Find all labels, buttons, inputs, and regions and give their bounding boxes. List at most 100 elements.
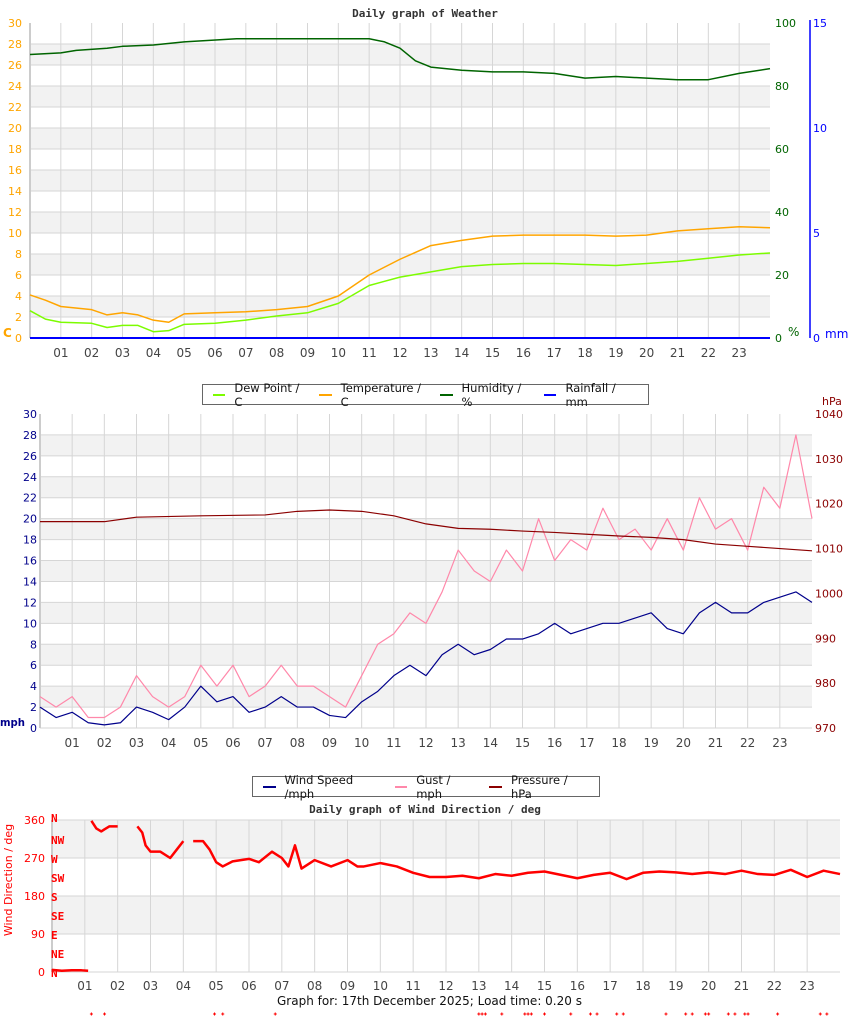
offscale-marker — [825, 1012, 829, 1016]
left-tick-label: 28 — [8, 38, 22, 51]
rainfall-tick-label: 15 — [813, 17, 827, 30]
right-tick-label: 990 — [815, 632, 836, 645]
x-tick-label: 15 — [537, 979, 552, 993]
left-tick-label: 24 — [8, 80, 22, 93]
offscale-marker — [569, 1012, 573, 1016]
x-tick-label: 14 — [454, 346, 469, 360]
dew-point-c-line — [29, 252, 771, 333]
left-tick-label: 16 — [23, 555, 37, 568]
offscale-marker — [733, 1012, 737, 1016]
right-tick-label: 980 — [815, 677, 836, 690]
legend-label: Pressure / hPa — [510, 772, 568, 801]
x-tick-label: 06 — [207, 346, 222, 360]
x-tick-label: 11 — [386, 736, 401, 750]
offscale-marker — [273, 1012, 277, 1016]
x-tick-label: 07 — [238, 346, 253, 360]
y-tick-label: 270 — [24, 852, 45, 865]
x-tick-label: 08 — [290, 736, 305, 750]
x-tick-label: 13 — [423, 346, 438, 360]
x-tick-label: 08 — [269, 346, 284, 360]
right-tick-label: 1020 — [815, 498, 843, 511]
left-tick-label: 6 — [30, 659, 37, 672]
compass-label: SE — [51, 910, 64, 923]
left-tick-label: 12 — [23, 596, 37, 609]
legend-swatch — [394, 785, 408, 788]
legend-humidity: Humidity / % — [440, 381, 532, 409]
right-axis-unit: % — [788, 325, 799, 339]
x-tick-label: 23 — [732, 346, 747, 360]
offscale-marker — [89, 1012, 93, 1016]
legend-dew-point: Dew Point / C — [213, 381, 307, 409]
legend-wind-speed: Wind Speed /mph — [263, 773, 383, 801]
legend-gust: Gust / mph — [394, 772, 478, 801]
left-tick-label: 0 — [30, 722, 37, 735]
x-tick-label: 10 — [373, 979, 388, 993]
compass-label: SW — [51, 872, 65, 885]
x-tick-label: 16 — [547, 736, 562, 750]
legend-swatch — [544, 393, 557, 396]
rainfall-tick-label: 5 — [813, 227, 820, 240]
left-axis-unit: mph — [0, 716, 25, 729]
compass-label: S — [51, 891, 58, 904]
legend-label: Gust / mph — [416, 772, 451, 801]
left-tick-label: 28 — [23, 429, 37, 442]
rainfall-axis-unit: mm — [825, 327, 848, 341]
x-tick-label: 21 — [734, 979, 749, 993]
x-tick-label: 04 — [146, 346, 161, 360]
wind-direction-line — [51, 968, 89, 972]
wind-direction-line — [90, 820, 118, 833]
left-tick-label: 26 — [8, 59, 22, 72]
x-tick-label: 17 — [547, 346, 562, 360]
left-tick-label: 18 — [23, 534, 37, 547]
x-tick-label: 10 — [354, 736, 369, 750]
x-tick-label: 14 — [483, 736, 498, 750]
legend-swatch — [440, 393, 453, 396]
x-tick-label: 05 — [193, 736, 208, 750]
offscale-marker — [529, 1012, 533, 1016]
x-tick-label: 14 — [504, 979, 519, 993]
offscale-marker — [690, 1012, 694, 1016]
left-tick-label: 16 — [8, 164, 22, 177]
left-axis-unit: C — [3, 326, 12, 340]
offscale-marker — [500, 1012, 504, 1016]
offscale-marker — [664, 1012, 668, 1016]
offscale-marker — [483, 1012, 487, 1016]
humidity-line — [29, 38, 771, 81]
x-tick-label: 10 — [331, 346, 346, 360]
y-tick-label: 180 — [24, 890, 45, 903]
right-tick-label: 100 — [775, 17, 796, 30]
left-tick-label: 10 — [23, 617, 37, 630]
x-tick-label: 08 — [307, 979, 322, 993]
x-tick-label: 18 — [577, 346, 592, 360]
y-tick-label: 0 — [38, 966, 45, 979]
offscale-marker — [615, 1012, 619, 1016]
right-tick-label: 970 — [815, 722, 836, 735]
graph-footer: Graph for: 17th December 2025; Load time… — [277, 994, 582, 1008]
left-tick-label: 26 — [23, 450, 37, 463]
x-tick-label: 22 — [767, 979, 782, 993]
x-tick-label: 03 — [129, 736, 144, 750]
left-tick-label: 20 — [8, 122, 22, 135]
rainfall-tick-label: 10 — [813, 122, 827, 135]
right-tick-label: 0 — [775, 332, 782, 345]
legend-swatch — [213, 393, 226, 396]
offscale-marker — [480, 1012, 484, 1016]
offscale-marker — [707, 1012, 711, 1016]
offscale-marker — [213, 1012, 217, 1016]
offscale-marker — [595, 1012, 599, 1016]
left-tick-label: 24 — [23, 471, 37, 484]
wind-direction-line — [136, 825, 185, 860]
legend-label: Wind Speed /mph — [284, 772, 354, 801]
pressure-hpa-line — [40, 509, 813, 552]
compass-label: E — [51, 929, 58, 942]
x-tick-label: 04 — [176, 979, 191, 993]
offscale-marker — [103, 1012, 107, 1016]
x-tick-label: 22 — [701, 346, 716, 360]
legend-swatch — [263, 785, 276, 788]
left-tick-label: 22 — [23, 492, 37, 505]
left-tick-label: 14 — [8, 185, 22, 198]
offscale-marker — [743, 1012, 747, 1016]
x-tick-label: 19 — [644, 736, 659, 750]
